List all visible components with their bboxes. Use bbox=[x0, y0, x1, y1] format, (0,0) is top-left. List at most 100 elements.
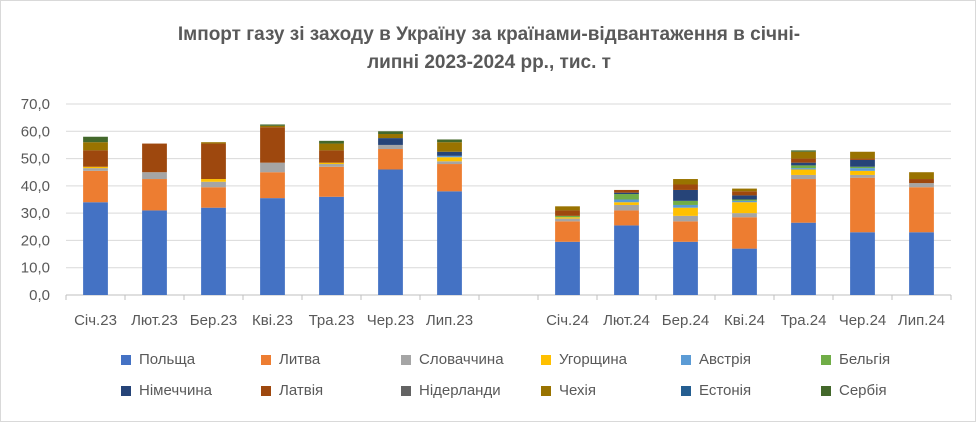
bar-segment bbox=[319, 196, 344, 295]
bar-segment bbox=[791, 179, 816, 223]
bar-segment bbox=[378, 138, 403, 145]
legend-label: Австрія bbox=[699, 351, 751, 368]
bar-segment bbox=[437, 161, 462, 165]
bar-segment bbox=[437, 155, 462, 158]
bar-segment bbox=[614, 202, 639, 205]
bar-segment bbox=[260, 125, 285, 128]
x-tick-label: Тра.24 bbox=[781, 312, 827, 329]
bar-segment bbox=[791, 165, 816, 169]
bar-segment bbox=[732, 195, 757, 200]
bar-segment bbox=[378, 149, 403, 170]
legend-swatch bbox=[541, 354, 551, 365]
chart-plot: 0,0 10,0 20,0 30,0 40,0 50,0 60,0 70,0 Січ.23 Лют… bbox=[21, 96, 952, 329]
bar-segment bbox=[673, 200, 698, 205]
bar-segment bbox=[850, 174, 875, 178]
bar-segment bbox=[791, 162, 816, 166]
bar-segment bbox=[201, 207, 226, 295]
bar-segment bbox=[909, 179, 934, 184]
bar-segment bbox=[732, 213, 757, 218]
bar-segment bbox=[732, 202, 757, 214]
bar-segment bbox=[614, 189, 639, 193]
legend-swatch bbox=[121, 385, 131, 396]
bar-segment bbox=[732, 217, 757, 249]
legend-item: Угорщина bbox=[541, 351, 627, 368]
bar-segment bbox=[791, 174, 816, 180]
bar-segment bbox=[201, 179, 226, 182]
bar-segment bbox=[437, 151, 462, 156]
bar-segment bbox=[378, 134, 403, 139]
bar-segment bbox=[673, 189, 698, 201]
bar-segment bbox=[909, 187, 934, 233]
bar-segment bbox=[83, 202, 108, 295]
bar-segment bbox=[909, 172, 934, 180]
y-tick-label: 30,0 bbox=[21, 205, 50, 222]
bar-segment bbox=[791, 169, 816, 175]
x-tick-label: Бер.24 bbox=[662, 312, 709, 329]
legend-label: Чехія bbox=[559, 382, 596, 399]
bar-segment bbox=[83, 150, 108, 167]
legend-label: Німеччина bbox=[139, 382, 212, 399]
bar-segment bbox=[850, 166, 875, 169]
bar-segment bbox=[555, 221, 580, 242]
legend-label: Литва bbox=[279, 351, 321, 368]
y-tick-label: 20,0 bbox=[21, 232, 50, 249]
bar-segment bbox=[673, 179, 698, 185]
bar-segment bbox=[614, 199, 639, 203]
x-tick-label: Січ.24 bbox=[546, 312, 589, 329]
bar-segment bbox=[378, 169, 403, 295]
bar-segment bbox=[319, 162, 344, 165]
y-tick-label: 0,0 bbox=[29, 287, 50, 304]
x-tick-label: Тра.23 bbox=[309, 312, 355, 329]
bar-segment bbox=[555, 206, 580, 211]
bar-segment bbox=[83, 170, 108, 203]
bar-segment bbox=[791, 158, 816, 163]
bar-segment bbox=[850, 177, 875, 233]
legend-swatch bbox=[681, 385, 691, 396]
bar-segment bbox=[260, 162, 285, 173]
bar-segment bbox=[614, 225, 639, 295]
bar-segment bbox=[555, 241, 580, 295]
bar-segment bbox=[850, 159, 875, 167]
chart-title-line1: Імпорт газу зі заходу в Україну за країн… bbox=[177, 24, 801, 45]
bar-segment bbox=[673, 221, 698, 242]
legend-label: Нідерланди bbox=[419, 382, 501, 399]
bar-segment bbox=[142, 172, 167, 180]
bar-segment bbox=[142, 179, 167, 211]
x-tick-label: Кві.24 bbox=[724, 312, 765, 329]
legend-swatch bbox=[541, 385, 551, 396]
bar-segment bbox=[378, 144, 403, 150]
bar-segment bbox=[850, 151, 875, 159]
y-tick-label: 70,0 bbox=[21, 96, 50, 113]
y-tick-label: 60,0 bbox=[21, 123, 50, 140]
bar-segment bbox=[673, 215, 698, 222]
bar-segment bbox=[732, 191, 757, 196]
bar-segment bbox=[850, 158, 875, 160]
bar-segment bbox=[791, 151, 816, 159]
bar-segment bbox=[437, 191, 462, 295]
bar-segment bbox=[909, 232, 934, 295]
bar-segment bbox=[319, 164, 344, 167]
legend-item: Австрія bbox=[681, 351, 751, 368]
legend-item: Бельгія bbox=[821, 351, 890, 368]
x-tick-label: Лют.24 bbox=[603, 312, 650, 329]
bar-segment bbox=[260, 198, 285, 295]
legend-item: Латвія bbox=[261, 382, 323, 399]
bar-segment bbox=[142, 143, 167, 173]
x-tick-label: Чер.23 bbox=[367, 312, 415, 329]
bar-segment bbox=[791, 222, 816, 295]
x-tick-label: Чер.24 bbox=[839, 312, 887, 329]
bar-segment bbox=[614, 204, 639, 211]
x-tick-label: Лют.23 bbox=[131, 312, 178, 329]
legend-item: Литва bbox=[261, 351, 320, 368]
bar-segment bbox=[614, 194, 639, 200]
legend-swatch bbox=[681, 354, 691, 365]
bar-segment bbox=[378, 131, 403, 135]
legend-swatch bbox=[261, 354, 271, 365]
bar-segment bbox=[614, 192, 639, 195]
y-tick-label: 50,0 bbox=[21, 151, 50, 168]
bar-segment bbox=[319, 143, 344, 151]
bar-segment bbox=[201, 187, 226, 208]
legend-swatch bbox=[121, 354, 131, 365]
bar-segment bbox=[83, 168, 108, 171]
